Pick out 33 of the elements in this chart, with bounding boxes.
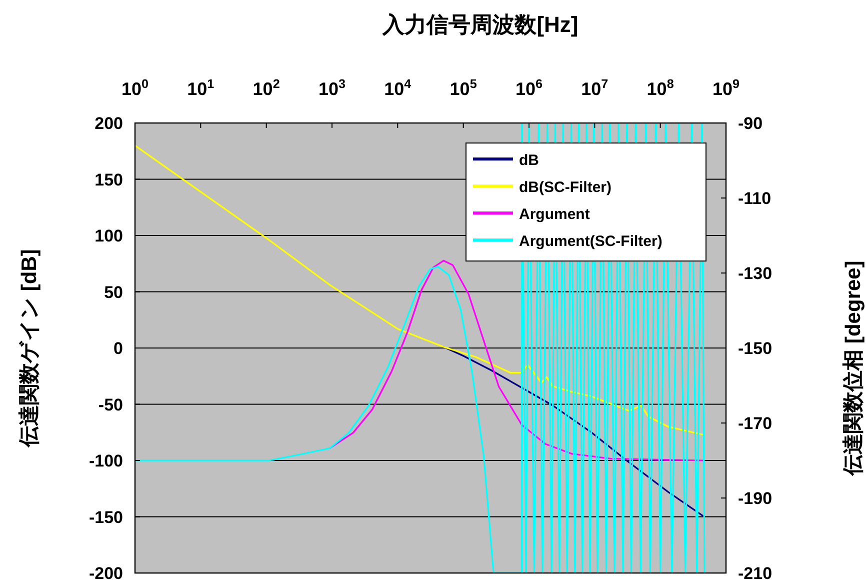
legend-label: dB(SC-Filter) xyxy=(519,179,612,196)
legend-label: Argument xyxy=(519,206,590,223)
x-axis-title: 入力信号周波数[Hz] xyxy=(382,12,578,37)
x-tick-label: 10$^{2}$ xyxy=(252,77,280,99)
y-axis-title: 伝達関数ゲイン [dB] xyxy=(18,249,41,448)
legend-label: dB xyxy=(519,152,540,169)
x-tick-label: 10$^{8}$ xyxy=(646,77,674,99)
x-tick-label: 10$^{1}$ xyxy=(187,77,214,99)
y-tick-label: 0 xyxy=(114,339,123,358)
y-tick-label: 150 xyxy=(94,170,123,190)
x-tick-label: 10$^{9}$ xyxy=(712,77,740,99)
y-tick-label: -200 xyxy=(88,564,123,583)
y-tick-label: -100 xyxy=(88,452,123,470)
y-tick-label: -50 xyxy=(98,395,123,414)
y-tick-label: 100 xyxy=(94,226,123,246)
x-tick-label: 10$^{7}$ xyxy=(581,77,608,99)
y-tick-label: -150 xyxy=(88,508,123,527)
y2-axis-title: 伝達関数位相 [degree] xyxy=(842,260,865,476)
x-tick-label: 10$^{3}$ xyxy=(318,77,346,99)
y2-tick-label: -170 xyxy=(738,414,772,433)
y2-tick-label: -190 xyxy=(738,489,772,508)
y-tick-label: 200 xyxy=(94,114,123,133)
x-tick-label: 10$^{0}$ xyxy=(121,77,149,99)
y2-tick-label: -90 xyxy=(738,114,763,133)
y-tick-label: 50 xyxy=(104,282,123,302)
y2-tick-label: -210 xyxy=(738,564,772,583)
x-tick-label: 10$^{6}$ xyxy=(515,77,543,99)
y2-tick-label: -110 xyxy=(738,189,772,208)
legend-label: Argument(SC-Filter) xyxy=(519,233,662,250)
y2-tick-label: -130 xyxy=(738,264,772,283)
x-tick-label: 10$^{5}$ xyxy=(450,77,477,99)
y2-tick-label: -150 xyxy=(738,339,772,358)
x-tick-label: 10$^{4}$ xyxy=(384,77,412,99)
